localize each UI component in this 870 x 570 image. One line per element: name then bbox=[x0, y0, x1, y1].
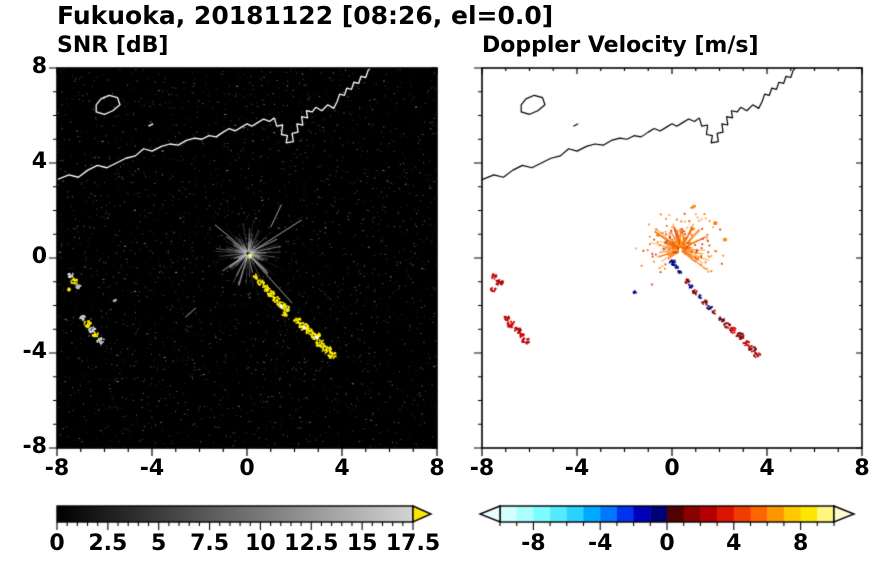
figure-title: Fukuoka, 20181122 [08:26, el=0.0] bbox=[57, 1, 554, 30]
panel-title-snr: SNR [dB] bbox=[57, 33, 169, 58]
panel-title-velocity: Doppler Velocity [m/s] bbox=[482, 33, 759, 58]
